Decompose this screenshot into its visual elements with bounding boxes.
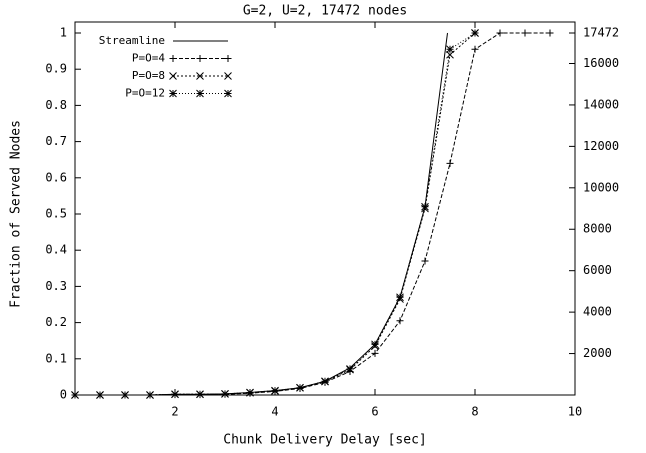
point xyxy=(346,365,354,373)
point xyxy=(471,45,479,53)
y2-tick-label: 10000 xyxy=(583,180,619,194)
point xyxy=(446,50,454,59)
point xyxy=(496,29,504,37)
y2-tick-label: 6000 xyxy=(583,263,612,277)
y-tick-label: 0.4 xyxy=(45,243,67,257)
point xyxy=(224,55,232,62)
point xyxy=(521,29,529,37)
point xyxy=(146,391,154,399)
point xyxy=(221,390,229,398)
point xyxy=(96,391,104,399)
y-tick-label: 1 xyxy=(60,26,67,40)
point xyxy=(246,388,254,397)
point xyxy=(121,391,129,399)
point xyxy=(196,89,204,98)
series-line xyxy=(75,32,550,396)
point xyxy=(196,72,204,80)
point xyxy=(321,377,329,386)
x-tick-label: 4 xyxy=(271,405,278,419)
point xyxy=(446,159,454,167)
point xyxy=(196,390,204,399)
y-tick-label: 0 xyxy=(60,388,67,402)
point xyxy=(224,72,232,80)
x-tick-label: 10 xyxy=(568,405,582,419)
x-tick-label: 8 xyxy=(471,405,478,419)
legend-label: Streamline xyxy=(99,34,165,47)
y-axis-label: Fraction of Served Nodes xyxy=(9,120,24,308)
point xyxy=(396,317,404,325)
point xyxy=(396,293,404,302)
point xyxy=(271,386,279,395)
y2-tick-label: 12000 xyxy=(583,139,619,153)
point xyxy=(71,391,79,399)
point xyxy=(169,89,177,98)
x-axis-label: Chunk Delivery Delay [sec] xyxy=(223,433,427,448)
y-tick-label: 0.6 xyxy=(45,170,67,184)
y-tick-label: 0.8 xyxy=(45,98,67,112)
plot-frame xyxy=(74,21,576,396)
y-tick-label: 0.5 xyxy=(45,207,67,221)
point xyxy=(171,390,179,399)
point xyxy=(446,45,454,54)
chart-title: G=2, U=2, 17472 nodes xyxy=(243,4,407,19)
legend-label: P=O=12 xyxy=(125,87,165,100)
y-tick-label: 0.2 xyxy=(45,315,67,329)
point xyxy=(224,89,232,98)
legend-label: P=O=8 xyxy=(132,69,165,82)
legend-label: P=O=4 xyxy=(132,52,165,65)
point xyxy=(421,202,429,211)
point xyxy=(196,55,204,62)
y-tick-label: 0.1 xyxy=(45,351,67,365)
x-tick-label: 6 xyxy=(371,405,378,419)
point xyxy=(296,383,304,392)
point xyxy=(546,29,554,37)
y-tick-label: 0.7 xyxy=(45,134,67,148)
y2-tick-label: 16000 xyxy=(583,56,619,70)
y2-tick-label: 8000 xyxy=(583,222,612,236)
x-tick-label: 2 xyxy=(171,405,178,419)
point xyxy=(169,55,177,62)
series-line xyxy=(75,32,476,396)
point xyxy=(471,29,479,37)
point xyxy=(371,349,379,357)
y-tick-label: 0.9 xyxy=(45,62,67,76)
point xyxy=(421,257,429,265)
y2-tick-label: 2000 xyxy=(583,346,612,360)
y-tick-label: 0.3 xyxy=(45,279,67,293)
y2-tick-label: 17472 xyxy=(583,26,619,40)
y2-tick-label: 4000 xyxy=(583,305,612,319)
y2-tick-label: 14000 xyxy=(583,97,619,111)
point xyxy=(169,72,177,80)
point xyxy=(371,340,379,349)
